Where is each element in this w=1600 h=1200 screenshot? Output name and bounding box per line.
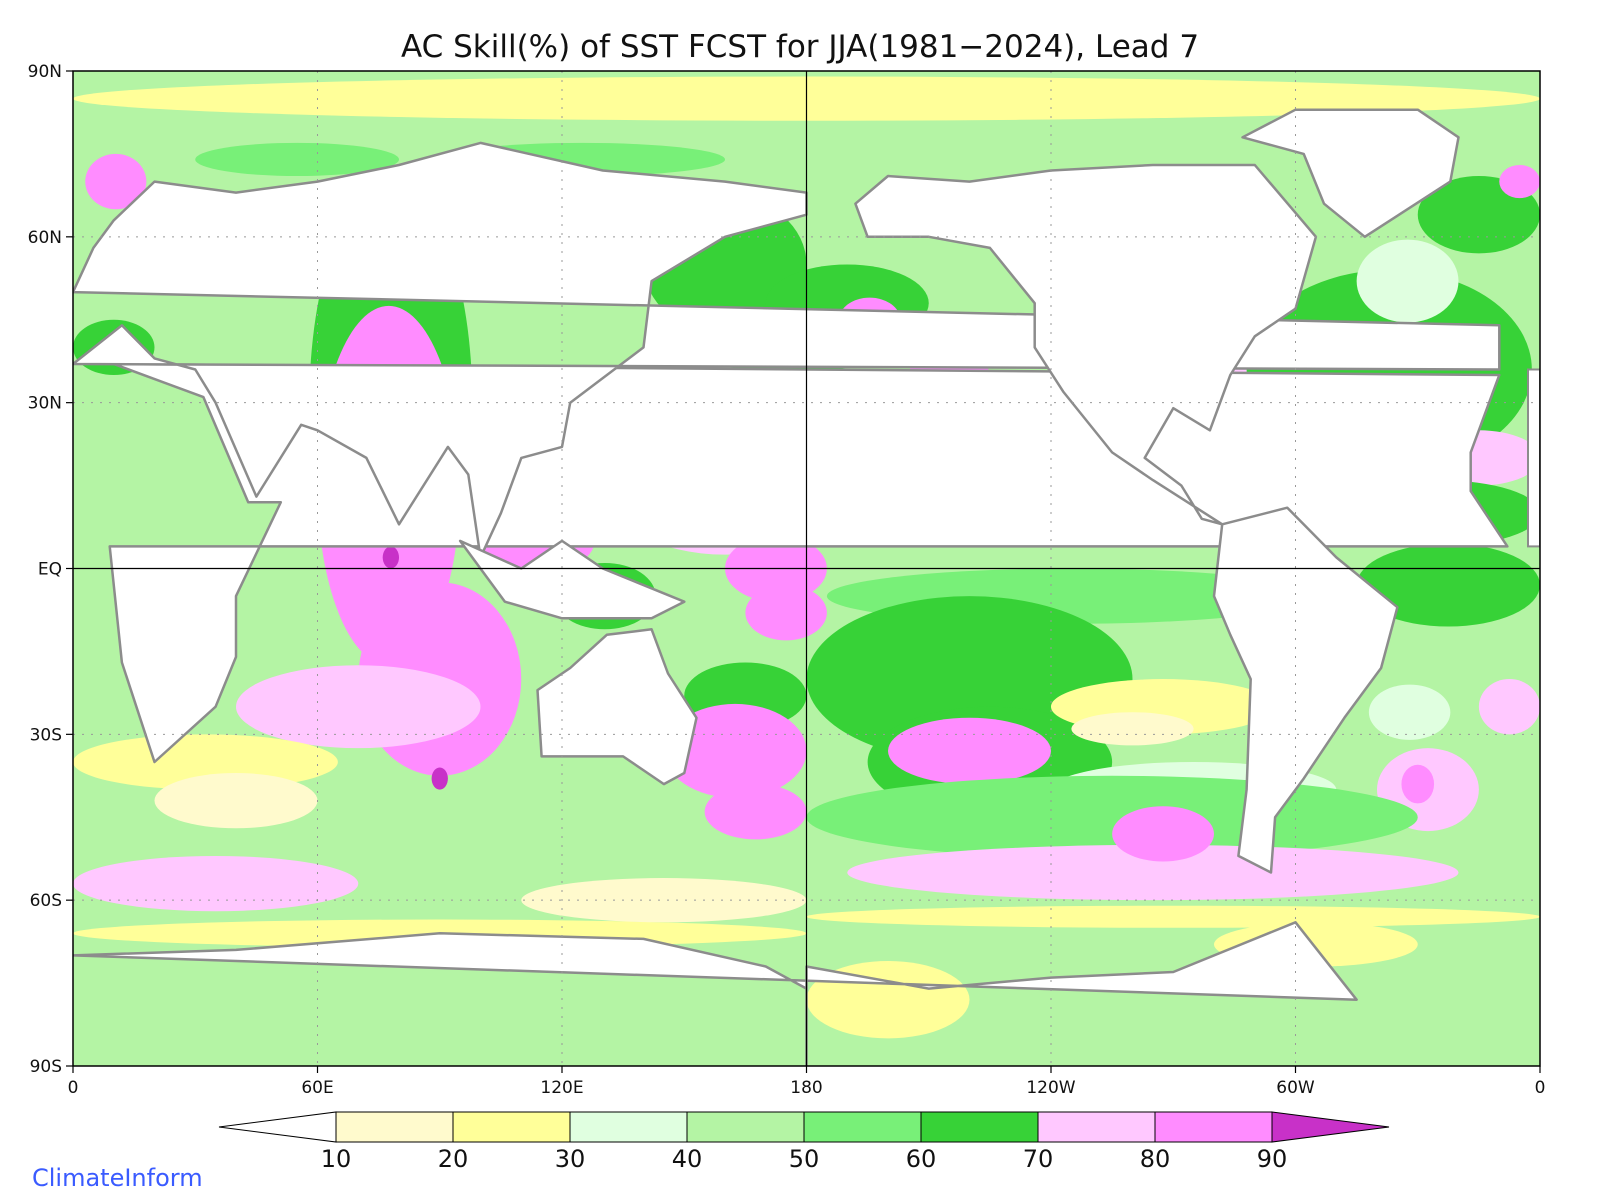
legend-swatch	[1037, 1111, 1156, 1143]
x-axis-ticks: 0 60E 120E 180 120W 60W 0	[68, 1066, 1546, 1098]
legend-swatch	[569, 1111, 688, 1143]
land-north-america	[854, 163, 1318, 526]
legend-swatch	[452, 1111, 571, 1143]
skill-patch	[888, 717, 1051, 785]
skill-patch	[847, 844, 1459, 901]
y-tick-label: 30S	[30, 725, 62, 745]
x-tick-label: 0	[1535, 1078, 1546, 1098]
skill-patch	[1112, 806, 1214, 862]
legend-label: 20	[438, 1145, 469, 1173]
legend-swatch	[686, 1111, 805, 1143]
x-tick-label: 60W	[1276, 1078, 1315, 1098]
legend-swatch	[920, 1111, 1039, 1143]
y-tick-label: 90S	[30, 1057, 62, 1077]
skill-patch	[521, 878, 807, 923]
credit-label: ClimateInform	[32, 1164, 203, 1192]
land-antarctica	[73, 921, 1358, 1066]
legend-label: 60	[906, 1145, 937, 1173]
map-title: AC Skill(%) of SST FCST for JJA(1981−202…	[401, 29, 1199, 65]
legend-swatch	[803, 1111, 922, 1143]
skill-patch	[1356, 239, 1459, 323]
skill-patch	[431, 767, 448, 790]
legend-label: 70	[1023, 1145, 1054, 1173]
skill-patch	[1478, 679, 1540, 735]
legend-swatch	[335, 1111, 454, 1143]
skill-patch	[663, 703, 807, 798]
skill-patch	[85, 153, 147, 210]
skill-patch	[195, 142, 399, 177]
legend-swatch	[218, 1111, 337, 1143]
land-masks	[73, 108, 1540, 1066]
skill-patch	[806, 905, 1540, 928]
skill-patch	[745, 585, 827, 641]
graticule	[73, 71, 1540, 1066]
y-axis-ticks: 90N 60N 30N EQ 30S 60S 90S	[28, 62, 73, 1077]
land-south-america	[1212, 506, 1399, 874]
y-tick-label: 60N	[28, 228, 62, 248]
skill-patch	[704, 784, 807, 840]
skill-patch	[1499, 164, 1540, 199]
y-tick-label: 90N	[28, 62, 62, 82]
legend-swatch	[1154, 1111, 1273, 1143]
land-greenland	[1241, 108, 1460, 239]
y-tick-label: 60S	[30, 891, 62, 911]
skill-patch	[1401, 764, 1435, 804]
skill-patch	[1356, 543, 1540, 627]
x-tick-label: 0	[68, 1078, 79, 1098]
legend-label: 10	[321, 1145, 352, 1173]
skill-patch	[73, 855, 359, 912]
skill-patch	[1368, 684, 1451, 740]
x-tick-label: 60E	[301, 1078, 333, 1098]
y-tick-label: EQ	[38, 560, 62, 580]
legend-swatch	[1271, 1111, 1390, 1143]
land-southeast-asia-islands	[458, 539, 686, 620]
legend-label: 90	[1257, 1145, 1288, 1173]
skill-patch	[1071, 712, 1194, 746]
skill-patch	[73, 734, 338, 790]
legend-label: 30	[555, 1145, 586, 1173]
skill-patch	[154, 773, 318, 829]
x-tick-label: 180	[790, 1078, 822, 1098]
land-west-africa-edge	[1527, 368, 1540, 548]
land-australia	[536, 628, 698, 786]
skill-patch	[382, 546, 399, 569]
y-tick-label: 30N	[28, 394, 62, 414]
legend-label: 40	[672, 1145, 703, 1173]
skill-patch	[236, 665, 481, 749]
legend-label: 50	[789, 1145, 820, 1173]
color-legend: 10 20 30 40 50 60 70 80 90	[218, 1111, 1390, 1173]
x-tick-label: 120W	[1026, 1078, 1075, 1098]
x-tick-label: 120E	[540, 1078, 583, 1098]
land-eurasia	[73, 141, 1501, 559]
legend-label: 80	[1140, 1145, 1171, 1173]
